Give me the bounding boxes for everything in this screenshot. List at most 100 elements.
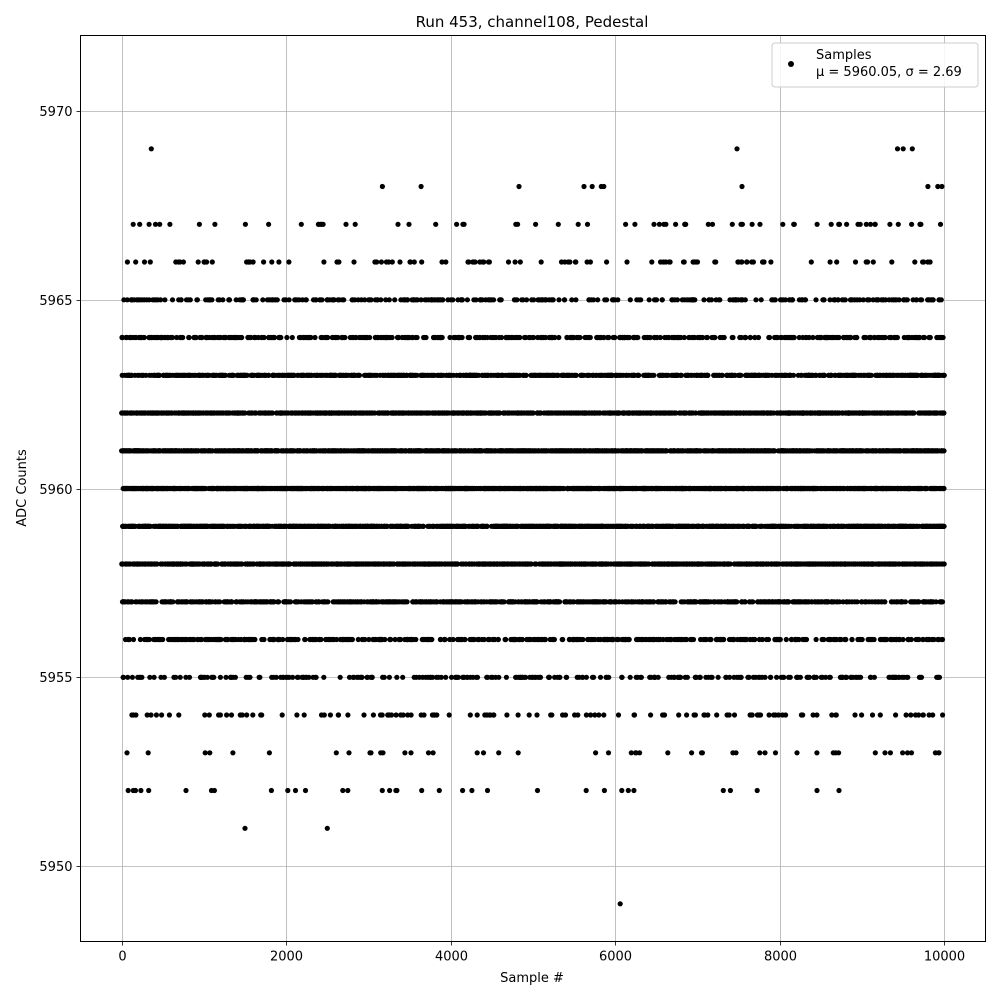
data-point: [138, 787, 144, 794]
data-point: [460, 787, 466, 794]
data-point: [286, 259, 292, 265]
data-point: [472, 259, 478, 265]
data-point: [387, 787, 393, 794]
data-point: [467, 712, 473, 718]
data-point: [156, 372, 162, 378]
data-point: [474, 712, 480, 718]
data-point: [469, 787, 475, 794]
data-point: [217, 674, 223, 680]
data-point: [130, 636, 137, 643]
data-point: [423, 334, 429, 341]
data-point: [154, 561, 160, 567]
data-point: [226, 297, 233, 303]
data-point: [524, 297, 530, 303]
data-point: [180, 259, 186, 265]
data-point: [461, 221, 467, 227]
data-point: [228, 712, 235, 718]
data-point: [166, 712, 172, 718]
data-point: [129, 674, 135, 680]
data-point: [224, 712, 230, 718]
data-point: [186, 674, 193, 680]
data-point: [341, 297, 347, 303]
data-point: [266, 221, 272, 227]
data-point: [217, 712, 223, 718]
data-point: [286, 297, 292, 303]
data-point: [202, 712, 208, 718]
data-point: [148, 712, 154, 718]
data-point: [408, 712, 414, 718]
data-point: [153, 712, 159, 718]
data-point: [374, 259, 380, 265]
data-point: [343, 221, 349, 227]
data-point: [386, 674, 392, 680]
data-point: [230, 750, 236, 756]
data-point: [146, 297, 152, 303]
data-point: [274, 297, 280, 303]
data-point: [395, 221, 401, 227]
data-point: [419, 787, 425, 794]
data-point: [430, 750, 436, 756]
data-point: [411, 259, 417, 265]
data-point: [211, 787, 217, 794]
data-point: [124, 297, 130, 303]
data-point: [169, 334, 175, 341]
data-point: [207, 750, 213, 756]
data-points: [119, 146, 947, 907]
data-point: [498, 297, 504, 303]
data-point: [378, 297, 384, 303]
data-point: [280, 636, 286, 643]
data-point: [183, 787, 189, 794]
data-point: [137, 221, 143, 227]
data-point: [408, 750, 414, 756]
data-point: [467, 334, 473, 341]
data-point: [442, 636, 448, 643]
data-point: [290, 674, 296, 680]
data-point: [202, 750, 208, 756]
data-point: [257, 674, 263, 680]
data-point: [133, 712, 139, 718]
data-point: [481, 259, 487, 265]
data-point: [288, 599, 294, 605]
data-point: [439, 334, 445, 341]
data-point: [252, 636, 258, 643]
data-point: [139, 674, 145, 680]
data-point: [345, 712, 351, 718]
data-point: [129, 599, 135, 605]
data-point: [484, 787, 491, 794]
data-point: [443, 674, 449, 680]
data-point: [335, 712, 342, 718]
data-point: [276, 599, 282, 605]
data-point: [382, 636, 388, 643]
data-point: [440, 297, 446, 303]
data-point: [124, 750, 130, 756]
data-point: [204, 674, 210, 680]
data-point: [517, 259, 523, 265]
data-point: [336, 259, 342, 265]
data-point: [152, 221, 159, 227]
data-point: [124, 259, 130, 265]
data-point: [491, 297, 497, 303]
data-point: [450, 297, 456, 303]
data-point: [429, 636, 435, 643]
data-point: [394, 674, 400, 680]
data-point: [239, 334, 245, 341]
data-point: [454, 221, 460, 227]
data-point: [302, 787, 309, 794]
data-point: [394, 787, 400, 794]
data-point: [356, 372, 363, 378]
data-point: [170, 599, 176, 605]
data-point: [491, 712, 497, 718]
data-point: [515, 712, 521, 718]
data-point: [173, 674, 179, 680]
data-point: [162, 297, 168, 303]
data-point: [495, 636, 501, 643]
data-point: [244, 712, 250, 718]
data-point: [147, 259, 153, 265]
data-point: [145, 750, 151, 756]
data-point: [327, 712, 333, 718]
data-point: [505, 259, 512, 265]
data-point: [169, 297, 176, 303]
data-point: [503, 674, 509, 680]
data-point: [276, 259, 282, 265]
data-point: [125, 674, 131, 680]
